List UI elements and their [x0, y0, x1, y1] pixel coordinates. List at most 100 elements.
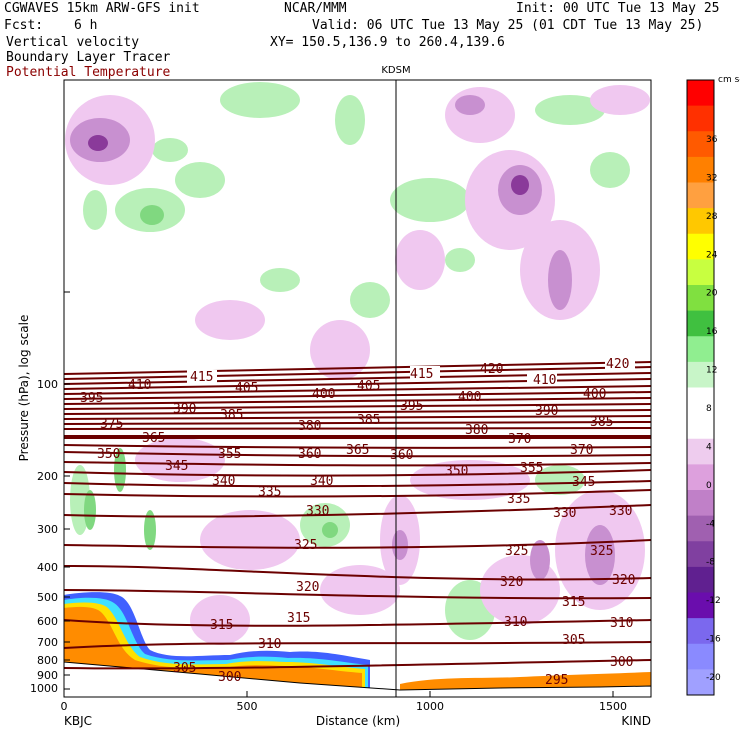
contour-label: 340 — [212, 474, 235, 489]
y-tick-label: 200 — [37, 470, 58, 483]
theta-contour-labels: 420 420 415 415 410 410 405 405 400 400 … — [80, 356, 635, 688]
colorbar-swatch — [687, 105, 714, 132]
contour-label: 380 — [465, 423, 488, 438]
colorbar-swatch — [687, 156, 714, 183]
contour-label: 345 — [572, 475, 595, 490]
fcst-label: Fcst: — [4, 18, 44, 33]
contour-label: 325 — [505, 544, 528, 559]
contour-label: 385 — [590, 415, 613, 430]
colorbar: 36 32 28 24 20 16 12 8 4 0 -4 -8 -12 -16 -20 — [686, 79, 721, 696]
right-station-label: KIND — [621, 714, 651, 728]
contour-label: 355 — [520, 461, 543, 476]
contour-label: 390 — [173, 402, 196, 417]
colorbar-label: 36 — [706, 135, 718, 145]
colorbar-swatch — [687, 387, 714, 414]
velocity-field: 420 420 415 415 410 410 405 405 400 400 … — [64, 82, 651, 697]
contour-label: 325 — [294, 538, 317, 553]
contour-label: 400 — [583, 387, 606, 402]
downward-motion-shading-mid — [70, 95, 615, 585]
colorbar-swatch — [687, 310, 714, 337]
y-tick-label: 800 — [37, 654, 58, 667]
y-tick-label: 300 — [37, 523, 58, 536]
colorbar-label: -4 — [706, 519, 715, 529]
contour-label: 355 — [218, 447, 241, 462]
contour-label: 350 — [445, 464, 468, 479]
contour-label: 375 — [100, 417, 123, 432]
y-tick-label: 1000 — [30, 682, 58, 695]
field-boundary-layer-tracer: Boundary Layer Tracer — [6, 50, 171, 65]
org-label: NCAR/MMM — [284, 1, 347, 16]
contour-label: 370 — [570, 443, 593, 458]
init-time: Init: 00 UTC Tue 13 May 25 — [516, 1, 720, 16]
downward-motion-shading-strong — [88, 135, 529, 195]
contour-label: 390 — [535, 404, 558, 419]
contour-label: 395 — [400, 399, 423, 414]
x-tick-label: 1000 — [416, 700, 444, 713]
contour-label: 420 — [480, 362, 503, 377]
contour-label: 335 — [258, 485, 281, 500]
colorbar-swatch — [687, 464, 714, 491]
x-tick-label: 0 — [61, 700, 68, 713]
y-tick-label: 400 — [37, 561, 58, 574]
colorbar-swatch — [687, 233, 714, 260]
contour-label: 320 — [500, 575, 523, 590]
colorbar-swatch — [687, 336, 714, 363]
contour-label: 365 — [142, 431, 165, 446]
contour-label: 310 — [258, 637, 281, 652]
colorbar-label: 8 — [706, 404, 712, 414]
colorbar-swatch — [687, 438, 714, 465]
contour-label: 330 — [553, 506, 576, 521]
y-tick-label: 100 — [37, 378, 58, 391]
colorbar-label: -12 — [706, 596, 721, 606]
terrain — [64, 661, 651, 697]
contour-label: 370 — [508, 432, 531, 447]
y-tick-label: 600 — [37, 615, 58, 628]
field-vertical-velocity: Vertical velocity — [6, 35, 140, 50]
field-potential-temperature: Potential Temperature — [6, 65, 171, 80]
contour-label: 300 — [218, 670, 241, 685]
contour-label: 315 — [287, 611, 310, 626]
contour-label: 395 — [80, 391, 103, 406]
colorbar-unit: cm s-1 — [718, 75, 740, 85]
valid-time: Valid: 06 UTC Tue 13 May 25 (01 CDT Tue … — [312, 18, 704, 33]
contour-label: 380 — [298, 419, 321, 434]
colorbar-label: 32 — [706, 173, 717, 183]
colorbar-swatch — [687, 413, 714, 440]
contour-label: 345 — [165, 459, 188, 474]
colorbar-label: 12 — [706, 366, 717, 376]
upward-motion-shading-strong — [84, 205, 338, 550]
contour-label: 385 — [220, 408, 243, 423]
y-tick-label: 500 — [37, 591, 58, 604]
colorbar-label: -20 — [706, 673, 721, 683]
colorbar-swatch — [687, 259, 714, 286]
colorbar-swatch — [687, 592, 714, 619]
contour-label: 295 — [545, 673, 568, 688]
contour-label: 400 — [312, 387, 335, 402]
model-title: CGWAVES 15km ARW-GFS init — [4, 1, 200, 16]
contour-label: 405 — [357, 379, 380, 394]
colorbar-swatch — [687, 285, 714, 312]
contour-label: 415 — [410, 367, 433, 382]
contour-label: 315 — [210, 618, 233, 633]
colorbar-swatch — [687, 515, 714, 542]
colorbar-swatch — [687, 643, 714, 670]
colorbar-swatch — [687, 490, 714, 517]
contour-label: 300 — [610, 655, 633, 670]
colorbar-swatch — [687, 541, 714, 568]
contour-label: 325 — [590, 544, 613, 559]
colorbar-label: 20 — [706, 289, 718, 299]
contour-label: 410 — [533, 373, 556, 388]
y-axis: 100 200 300 400 500 600 700 800 900 1000 — [30, 291, 70, 695]
x-axis: 0 500 1000 1500 — [61, 691, 627, 713]
left-station-label: KBJC — [64, 714, 92, 728]
contour-label: 360 — [298, 447, 321, 462]
contour-label: 385 — [357, 413, 380, 428]
station-marker-label: KDSM — [381, 65, 410, 76]
y-axis-label: Pressure (hPa), log scale — [17, 315, 31, 462]
x-tick-label: 500 — [237, 700, 258, 713]
contour-label: 305 — [562, 633, 585, 648]
colorbar-swatch — [687, 80, 714, 107]
contour-label: 320 — [612, 573, 635, 588]
xy-range: XY= 150.5,136.9 to 260.4,139.6 — [270, 35, 505, 50]
